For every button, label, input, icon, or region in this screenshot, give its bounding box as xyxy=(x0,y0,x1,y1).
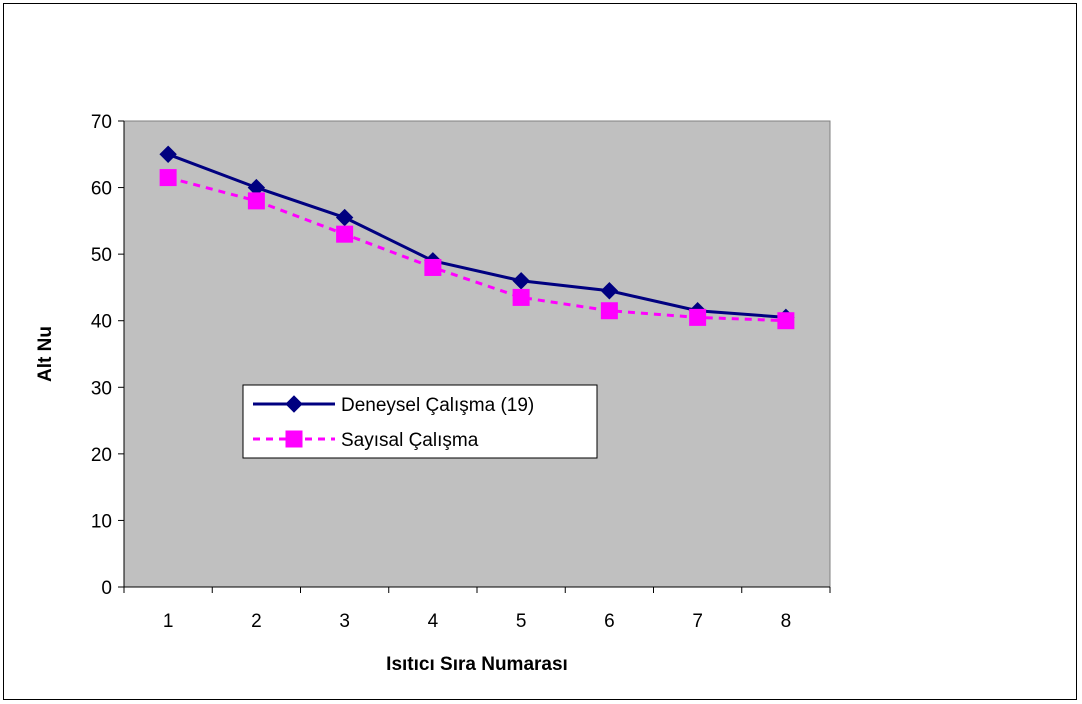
series-line-2 xyxy=(167,176,786,323)
series-2-point xyxy=(600,302,618,320)
x-tick-label: 8 xyxy=(781,611,792,632)
y-tick-label: 0 xyxy=(101,578,112,599)
y-tick-label: 60 xyxy=(91,179,112,200)
series-2-point xyxy=(159,169,177,187)
x-tick-label: 5 xyxy=(516,611,527,632)
series-1-point xyxy=(159,145,177,163)
series-2-point xyxy=(689,308,707,326)
x-tick-label: 3 xyxy=(339,611,350,632)
axes xyxy=(118,120,831,593)
y-tick-labels: 0 10 20 30 40 50 60 70 xyxy=(91,112,112,599)
y-tick-label: 50 xyxy=(91,245,112,266)
x-tick-label: 1 xyxy=(163,611,174,632)
legend: Deneysel Çalışma (19) Sayısal Çalışma xyxy=(242,384,598,459)
y-tick-label: 20 xyxy=(91,445,112,466)
series-2-point xyxy=(424,258,442,276)
series-2-point xyxy=(777,312,795,330)
y-tick-label: 40 xyxy=(91,312,112,333)
x-tick-label: 6 xyxy=(604,611,615,632)
series-1-point xyxy=(600,282,619,300)
series-line-1 xyxy=(167,152,786,319)
legend-marker-series-2 xyxy=(285,430,303,448)
x-tick-label: 2 xyxy=(251,611,262,632)
x-tick-labels: 1 2 3 4 5 6 7 8 xyxy=(163,611,791,632)
legend-label-series-2: Sayısal Çalışma xyxy=(341,430,479,451)
y-tick-label: 70 xyxy=(91,112,112,133)
x-tick-label: 7 xyxy=(692,611,703,632)
plot-area xyxy=(123,120,831,588)
y-tick-label: 30 xyxy=(91,378,112,399)
x-axis-title: Isıtıcı Sıra Numarası xyxy=(386,654,568,675)
y-tick-label: 10 xyxy=(91,511,112,532)
series-1-point xyxy=(512,272,530,290)
series-2-point xyxy=(336,225,354,243)
y-axis-title: Alt Nu xyxy=(35,326,56,382)
series-1-point xyxy=(335,208,354,227)
series-2-point xyxy=(247,192,265,210)
series-layer xyxy=(159,145,795,330)
x-tick-label: 4 xyxy=(428,611,439,632)
legend-label-series-1: Deneysel Çalışma (19) xyxy=(341,395,534,416)
series-2-point xyxy=(512,288,530,306)
legend-marker-series-1 xyxy=(285,395,303,413)
